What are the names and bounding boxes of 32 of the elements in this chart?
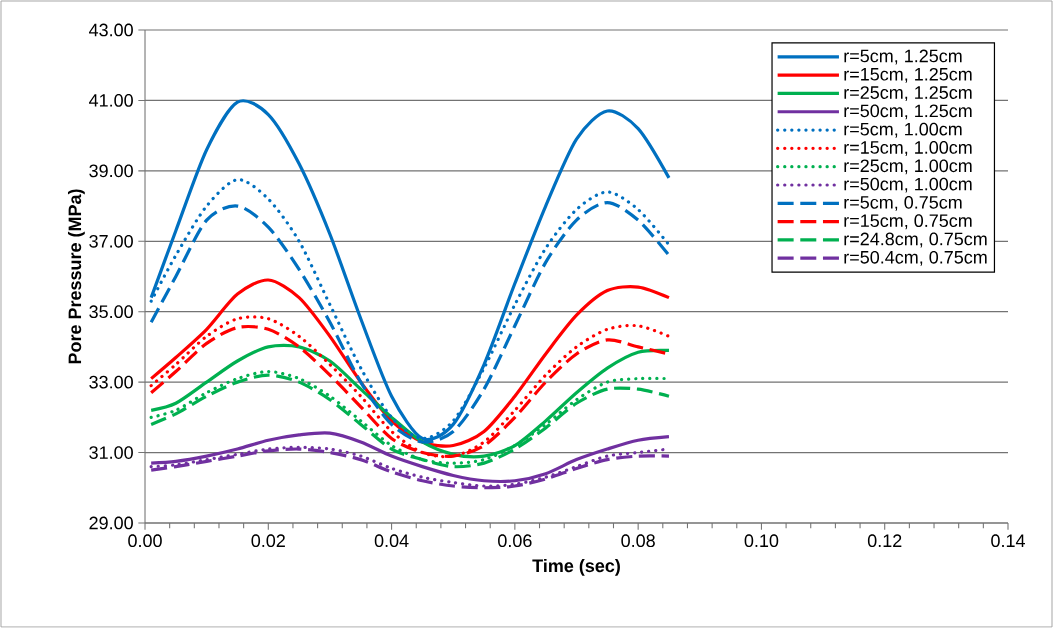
y-axis-title: Pore Pressure (MPa) (67, 189, 85, 364)
x-tick-label: 0.08 (621, 534, 655, 548)
x-tick-label: 0.10 (744, 534, 779, 548)
y-tick-label: 41.00 (89, 94, 133, 107)
y-tick-label: 33.00 (89, 375, 133, 389)
legend-label: r=25cm, 1.00cm (844, 159, 972, 175)
legend-label: r=15cm, 0.75cm (844, 214, 972, 230)
x-tick-label: 0.06 (498, 534, 532, 548)
legend-label: r=50.4cm, 0.75cm (844, 250, 987, 266)
x-tick-label: 0.14 (991, 534, 1025, 548)
x-tick-label: 0.04 (374, 534, 409, 548)
y-tick-label: 35.00 (89, 305, 133, 319)
legend-label: r=5cm, 1.25cm (844, 49, 962, 65)
line-series (149, 278, 671, 448)
x-tick-label: 0.02 (251, 534, 285, 548)
legend-label: r=15cm, 1.00cm (844, 141, 972, 156)
y-tick-label: 39.00 (89, 164, 133, 178)
y-tick-label: 43.00 (89, 23, 133, 37)
legend-label: r=5cm, 0.75cm (844, 195, 962, 211)
y-tick-label: 37.00 (89, 234, 133, 248)
x-tick-label: 0.12 (867, 534, 902, 548)
legend-label: r=50cm, 1.25cm (844, 104, 972, 120)
legend-label: r=25cm, 1.25cm (844, 86, 972, 102)
legend-label: r=24.8cm, 0.75cm (844, 232, 987, 248)
line-series (149, 99, 671, 441)
legend-label: r=50cm, 1.00cm (844, 177, 972, 193)
y-tick-label: 29.00 (89, 516, 133, 530)
legend-label: r=5cm, 1.00cm (844, 122, 962, 138)
x-tick-label: 0.00 (128, 534, 162, 548)
legend-label: r=15cm, 1.25cm (844, 67, 972, 83)
y-tick-label: 31.00 (89, 446, 133, 459)
x-axis-title: Time (sec) (532, 558, 620, 576)
